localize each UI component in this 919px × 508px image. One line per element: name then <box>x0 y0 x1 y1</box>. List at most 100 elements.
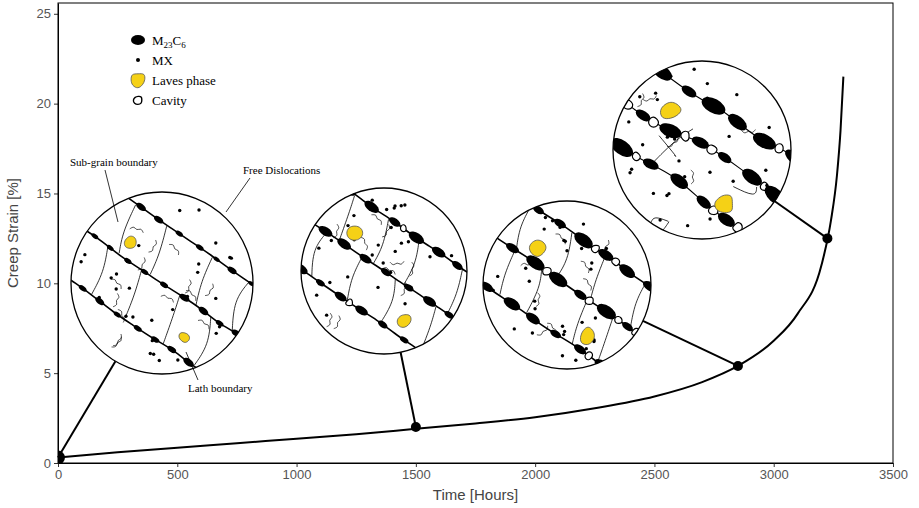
sub-grain-boundary <box>516 205 531 250</box>
mx-precipitate <box>628 171 631 174</box>
inset-connector <box>401 352 416 427</box>
inset-frame <box>613 61 791 239</box>
m23c6-carbide <box>767 245 790 265</box>
cavity <box>612 258 620 266</box>
laves-phase <box>529 240 546 256</box>
sub-grain-boundary <box>627 222 669 242</box>
mx-precipitate <box>533 307 536 310</box>
m23c6-carbide <box>546 269 570 291</box>
tick: 10 <box>37 276 58 291</box>
m23c6-carbide <box>524 310 542 327</box>
cavity <box>400 225 406 232</box>
mx-precipitate <box>124 314 127 317</box>
dislocation <box>130 227 143 233</box>
mx-precipitate <box>403 302 406 305</box>
m23c6-carbide <box>252 342 261 350</box>
lath-boundary <box>268 249 448 370</box>
lath-boundary <box>64 218 261 349</box>
inset-frame <box>483 201 651 369</box>
mx-precipitate <box>152 353 155 356</box>
m23c6-carbide <box>166 345 177 355</box>
mx-precipitate <box>764 169 767 172</box>
mx-precipitate <box>428 255 431 258</box>
inset-connector <box>58 361 115 457</box>
mx-precipitate <box>692 68 695 71</box>
mx-precipitate <box>317 246 320 249</box>
mx-precipitate <box>400 241 403 244</box>
mx-precipitate <box>328 281 331 284</box>
mx-precipitate <box>318 282 321 285</box>
mx-precipitate <box>627 120 630 123</box>
mx-precipitate <box>178 209 181 212</box>
dislocation <box>536 293 540 307</box>
dislocation <box>334 316 340 329</box>
mx-precipitate <box>641 143 644 146</box>
mx-precipitate <box>381 261 384 264</box>
mx-precipitate <box>230 256 233 259</box>
dislocation <box>186 291 196 301</box>
mx-precipitate <box>346 224 349 227</box>
mx-precipitate <box>325 313 328 316</box>
dislocation <box>138 257 145 269</box>
inset-background <box>483 201 651 369</box>
mx-precipitate <box>385 208 388 211</box>
mx-precipitate <box>394 250 397 253</box>
m23c6-carbide <box>379 266 392 277</box>
sub-grain-boundary <box>119 205 135 253</box>
mx-precipitate <box>151 339 154 342</box>
mx-precipitate <box>137 244 140 247</box>
mx-precipitate <box>214 297 217 300</box>
tick-label: 1000 <box>283 467 312 482</box>
mx-precipitate <box>131 315 134 318</box>
mx-precipitate <box>158 359 161 362</box>
dislocation <box>667 137 678 146</box>
inset-frame <box>71 192 253 374</box>
sub-grain-boundary <box>374 219 389 263</box>
mx-precipitate <box>638 95 641 98</box>
m23c6-carbide <box>90 232 99 240</box>
inset-frame <box>301 188 467 354</box>
dislocation <box>581 261 589 273</box>
mx-precipitate <box>590 261 593 264</box>
m23c6-carbide <box>587 110 611 136</box>
m23c6-carbide <box>501 294 522 313</box>
mx-precipitate <box>496 275 499 278</box>
mx-precipitate <box>115 272 118 275</box>
sub-grain-boundary <box>527 268 542 313</box>
key-label: Cavity <box>152 93 187 108</box>
mx-precipitate <box>652 192 655 195</box>
laves-phase <box>124 236 136 248</box>
m23c6-carbide <box>299 212 310 222</box>
tick-label: 0 <box>55 467 62 482</box>
cavity <box>681 131 689 141</box>
tick: 15 <box>37 186 58 201</box>
cavity <box>797 162 806 171</box>
microstructure-inset <box>587 40 825 265</box>
tick-label: 25 <box>37 6 51 21</box>
laves-phase <box>179 333 190 343</box>
cavity <box>453 317 460 324</box>
m23c6-carbide <box>78 284 88 293</box>
m23c6-carbide <box>113 310 122 318</box>
mx-precipitate <box>83 253 86 256</box>
dislocation <box>334 224 339 238</box>
mx-precipitate <box>409 286 412 289</box>
tick: 1000 <box>283 463 312 482</box>
m23c6-carbide <box>417 347 431 359</box>
mx-precipitate <box>352 214 355 217</box>
m23c6-carbide <box>317 224 335 239</box>
m23c6-carbide <box>750 129 778 153</box>
mx-precipitate <box>686 224 689 227</box>
cavity <box>585 297 593 304</box>
inset-connector <box>775 201 828 238</box>
key-symbol <box>133 96 141 104</box>
mx-precipitate <box>562 333 565 336</box>
dislocation <box>169 244 178 255</box>
cavity <box>775 144 783 153</box>
dislocation <box>401 282 407 295</box>
m23c6-carbide <box>135 201 148 213</box>
mx-precipitate <box>669 74 672 77</box>
mx-precipitate <box>186 295 189 298</box>
sub-grain-boundary <box>733 187 756 195</box>
stage-marker <box>822 233 832 243</box>
